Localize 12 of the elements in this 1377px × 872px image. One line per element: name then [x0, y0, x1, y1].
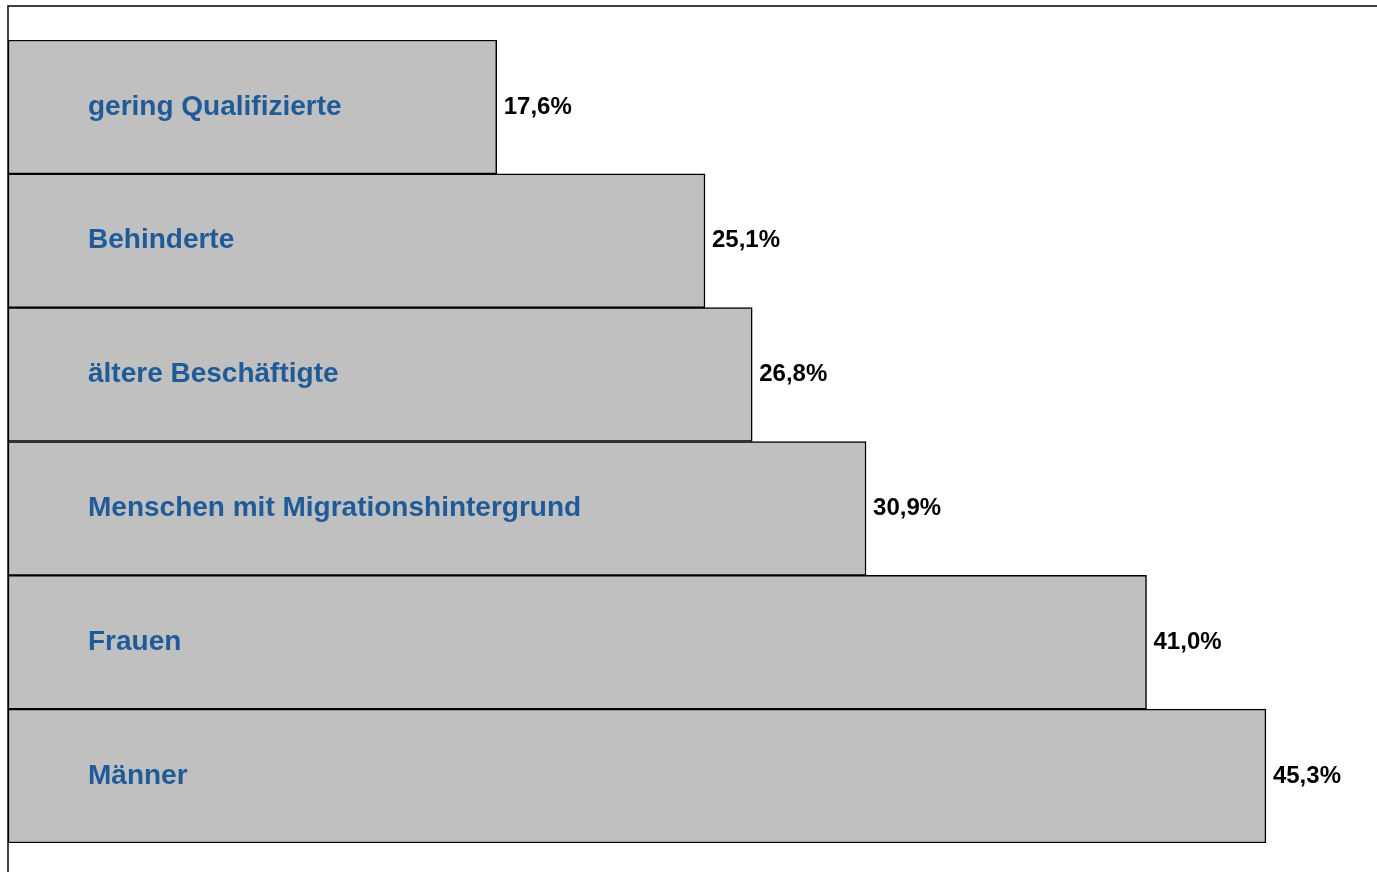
y-tick-label: Männer — [88, 758, 188, 790]
y-tick-label: Menschen mit Migrationshintergrund — [88, 491, 582, 523]
data-label: 17,6% — [503, 91, 572, 119]
y-tick-label: Frauen — [88, 624, 182, 656]
y-tick-label: ältere Beschäftigte — [88, 357, 339, 389]
y-tick-label: gering Qualifizierte — [88, 89, 342, 121]
data-label: 25,1% — [712, 225, 781, 253]
data-label: 30,9% — [873, 493, 942, 521]
data-label: 41,0% — [1153, 626, 1222, 654]
y-tick-label: Behinderte — [88, 223, 235, 255]
data-label: 45,3% — [1272, 760, 1341, 788]
data-label: 26,8% — [759, 359, 828, 387]
